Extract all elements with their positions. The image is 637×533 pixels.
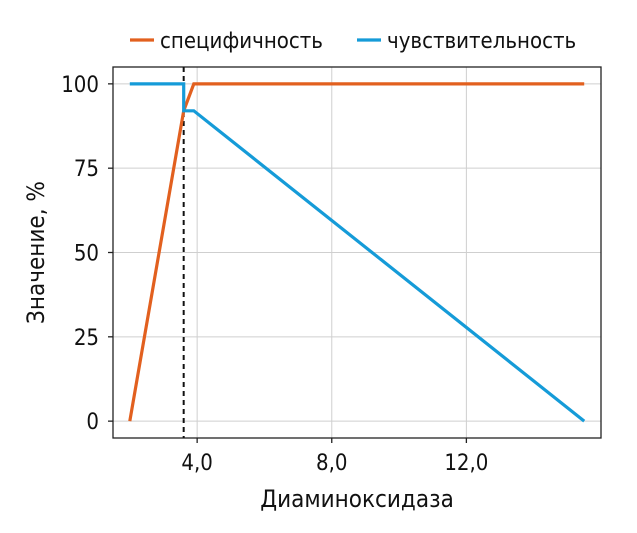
y-tick-label: 75 [74,157,99,182]
y-tick-label: 0 [86,410,99,435]
x-tick-label: 12,0 [444,451,488,476]
series-line-1 [128,82,585,422]
x-tick-labels: 4,0 8,0 12,0 [181,438,488,476]
gridlines [113,67,601,438]
legend: специфичность чувствительность [130,29,576,54]
legend-label: чувствительность [387,29,576,54]
y-tick-label: 100 [61,73,99,98]
legend-label: специфичность [160,29,323,54]
y-tick-labels: 0 25 50 75 100 [61,73,113,435]
y-tick-label: 50 [74,242,99,267]
x-axis-title: Диаминоксидаза [260,485,454,513]
series-group [128,82,586,423]
x-tick-label: 4,0 [181,451,212,476]
y-axis-title: Значение, % [22,181,50,324]
series-line-2 [129,82,586,423]
y-tick-label: 25 [74,326,99,351]
x-tick-label: 8,0 [316,451,347,476]
